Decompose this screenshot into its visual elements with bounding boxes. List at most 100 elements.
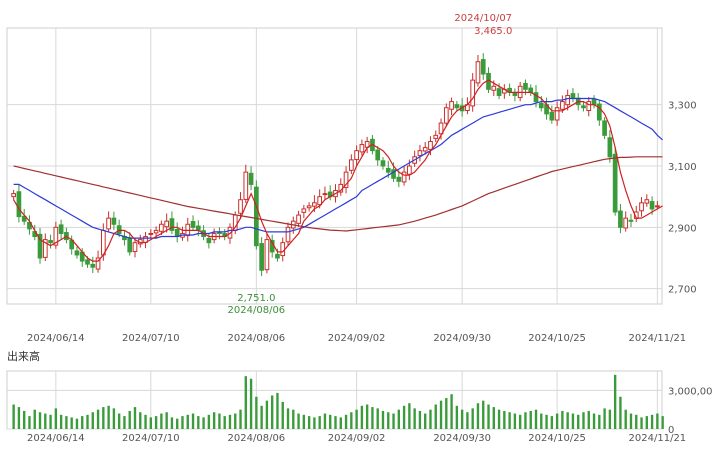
volume-bar: [207, 414, 211, 429]
volume-bar: [471, 408, 474, 429]
price-x-tick-label: 2024/09/02: [328, 333, 386, 344]
candle-body: [523, 83, 528, 90]
volume-bar: [550, 416, 554, 429]
volume-bars: [12, 374, 664, 429]
volume-bar: [418, 410, 422, 429]
volume-bar: [17, 407, 21, 429]
volume-bar: [497, 409, 501, 429]
volume-bar: [371, 407, 374, 429]
volume-x-tick-label: 2024/06/14: [27, 433, 85, 444]
candle-body: [285, 226, 291, 243]
price-x-tick-label: 2024/09/30: [433, 333, 491, 344]
candle-body: [74, 250, 80, 256]
low-annotation-date: 2024/08/06: [228, 305, 286, 316]
price-x-tick-label: 2024/06/14: [27, 333, 85, 344]
volume-bar: [239, 409, 242, 429]
volume-bar: [413, 408, 416, 429]
candle-body: [280, 242, 286, 257]
volume-bar: [307, 416, 311, 429]
volume-tick-label: 0: [668, 425, 674, 436]
candle-body: [570, 93, 576, 100]
candle-body: [95, 257, 101, 270]
volume-bar: [613, 374, 617, 429]
volume-bar: [376, 408, 379, 429]
volume-bar: [133, 407, 137, 429]
candle-body: [628, 219, 634, 222]
volume-bar: [445, 398, 448, 429]
volume-bar: [112, 408, 116, 429]
volume-tick-label: 3,000,000: [668, 386, 712, 397]
volume-bar: [165, 412, 168, 429]
volume-bar: [455, 405, 459, 429]
candle-body: [533, 92, 539, 103]
volume-bar: [540, 413, 543, 429]
volume-bar: [561, 410, 564, 429]
candle-body: [264, 239, 270, 271]
volume-bar: [149, 417, 153, 429]
candle-body: [401, 171, 407, 183]
volume-bar: [191, 413, 195, 429]
volume-bar: [154, 416, 158, 429]
candle-body: [159, 223, 164, 232]
candle-body: [164, 220, 170, 228]
volume-bar: [529, 410, 532, 429]
volume-bar: [524, 412, 527, 429]
volume-bar: [661, 416, 664, 429]
candle-body: [581, 105, 586, 109]
volume-bar: [598, 414, 601, 429]
volume-bar: [492, 407, 495, 429]
price-x-tick-label: 2024/11/21: [629, 333, 687, 344]
candle-body: [491, 85, 497, 91]
candle-body: [27, 221, 32, 230]
volume-bar: [197, 416, 200, 429]
volume-bar: [592, 413, 596, 429]
candle-body: [454, 104, 460, 109]
volume-bar: [202, 417, 205, 429]
candle-body: [53, 226, 59, 246]
volume-bar: [344, 414, 348, 429]
price-axis-ticks: 3,300 3,100 2,900 2,700: [668, 101, 697, 296]
candle-body: [354, 150, 359, 161]
candle-body: [470, 79, 476, 107]
price-grid: [7, 28, 662, 304]
price-x-tick-label: 2024/08/06: [228, 333, 286, 344]
candle-body: [596, 103, 602, 121]
candle-body: [148, 232, 154, 235]
volume-bar: [429, 409, 432, 429]
price-tick-label: 3,300: [668, 101, 697, 112]
volume-bar: [339, 417, 342, 429]
volume-bar: [107, 405, 110, 429]
volume-bar: [518, 414, 522, 429]
volume-x-tick-label: 2024/09/02: [328, 433, 386, 444]
volume-bar: [38, 412, 42, 429]
candle-body: [195, 225, 201, 231]
volume-bar: [292, 409, 295, 429]
candle-body: [644, 199, 650, 204]
volume-bar: [75, 418, 79, 429]
candle-body: [375, 149, 381, 161]
volume-bar: [381, 410, 385, 429]
volume-bar: [176, 418, 179, 429]
candle-body: [100, 229, 106, 256]
candle-body: [602, 120, 607, 136]
volume-bar: [476, 403, 480, 429]
candle-body: [618, 210, 623, 228]
candle-body: [560, 101, 565, 110]
volume-bar: [270, 395, 274, 429]
candle-body: [343, 171, 349, 188]
candle-body: [238, 199, 243, 214]
volume-x-tick-label: 2024/09/30: [433, 433, 491, 444]
volume-bar: [265, 400, 269, 429]
volume-bar: [355, 409, 358, 429]
volume-bar: [555, 413, 559, 429]
candle-body: [296, 214, 301, 224]
volume-bar: [91, 412, 94, 429]
volume-bar: [408, 403, 411, 429]
volume-bar: [350, 412, 353, 429]
candle-body: [655, 205, 660, 208]
volume-x-tick-label: 2024/11/21: [629, 433, 687, 444]
volume-bar: [608, 409, 612, 429]
candle-body: [549, 111, 555, 121]
volume-bar: [334, 416, 337, 429]
